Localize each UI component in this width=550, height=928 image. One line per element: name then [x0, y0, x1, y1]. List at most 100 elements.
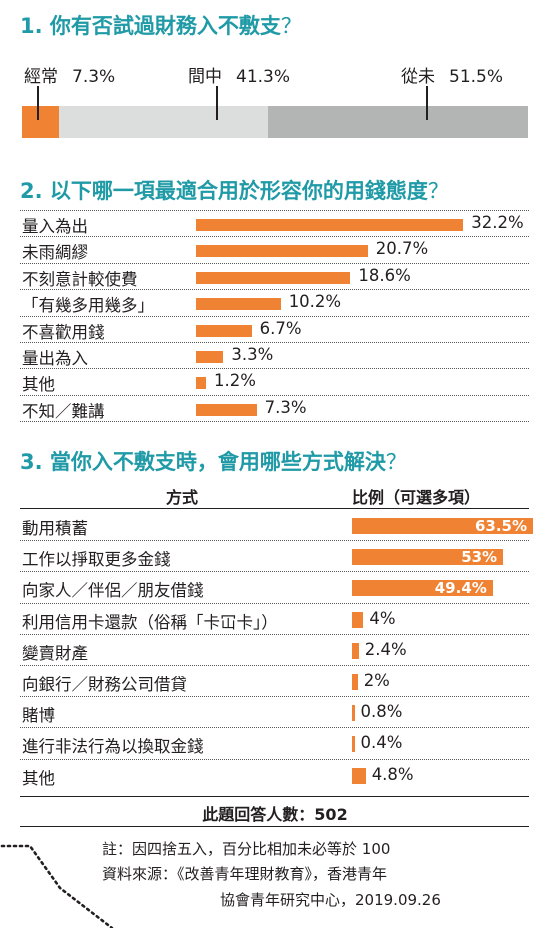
q3-category-label: 變賣財產: [22, 643, 88, 663]
q3-category-label: 向銀行／財務公司借貸: [22, 675, 187, 694]
dotted-pointer-decoration: [0, 844, 114, 928]
q3-rule: [20, 665, 529, 666]
q3-respondents-rule: [20, 826, 529, 827]
q3-value-label: 63.5%: [474, 517, 527, 535]
q2-bar: [196, 271, 351, 284]
q2-category-label: 不知／難講: [22, 401, 105, 421]
q3-rule: [20, 633, 529, 635]
q3-category-label: 向家人／伴侶／朋友借錢: [22, 581, 204, 601]
q3-bar: [352, 705, 355, 722]
q3-value-label: 2%: [363, 671, 390, 690]
q2-category-label: 量入為出: [22, 217, 88, 236]
q3-rule: [20, 727, 529, 729]
q2-value-label: 20.7%: [375, 239, 429, 259]
q3-category-label: 賭博: [22, 706, 55, 726]
q3-bar: [352, 736, 355, 753]
q3-bar: [352, 674, 358, 690]
q2-bar: [196, 219, 464, 231]
q3-rule: [20, 758, 529, 760]
q3-value-label: 2.4%: [364, 639, 407, 659]
q3-value-label: 4%: [369, 608, 396, 628]
q3-rule: [20, 696, 529, 698]
q3-bar: [352, 611, 364, 628]
q3-rule: [20, 602, 529, 604]
q3-bar: [352, 767, 366, 784]
q3-rule: [20, 540, 529, 542]
q3-bottom-rule: [20, 796, 529, 797]
q2-rule: [20, 421, 529, 423]
q2-category-label: 不喜歡用錢: [22, 322, 105, 342]
q2-category-label: 不刻意計較使費: [22, 269, 138, 289]
footnote-source-line2: 協會青年研究中心，2019.09.26: [220, 891, 441, 909]
q2-rule: [20, 236, 529, 238]
q3-category-label: 動用積蓄: [22, 519, 88, 538]
q2-bar: [196, 403, 257, 416]
q3-value-label: 0.8%: [360, 702, 403, 722]
q2-rule: [20, 394, 529, 396]
q3-header-method: 方式: [166, 488, 199, 507]
q2-value-label: 3.3%: [231, 345, 274, 364]
q2-value-label: 1.2%: [214, 371, 256, 391]
q1-value-often: 7.3%: [72, 67, 116, 87]
q1-segment-0: [22, 106, 60, 138]
q3-value-label: 4.8%: [371, 764, 414, 784]
q2-category-label: 未雨綢繆: [22, 243, 88, 263]
q2-rule: [20, 289, 529, 291]
q3-value-label: 49.4%: [434, 579, 487, 598]
q1-category-often: 經常: [24, 67, 58, 87]
q2-category-label: 其他: [22, 375, 55, 395]
q3-value-label: 0.4%: [360, 733, 403, 753]
q1-segment-2: [267, 106, 529, 138]
q2-category-label: 「有幾多用幾多」: [22, 296, 154, 316]
q2-bar: [196, 324, 252, 337]
q2-category-label: 量出為入: [22, 349, 88, 368]
q1-pointer-1: [216, 86, 218, 120]
q2-rule-top: [20, 210, 529, 211]
q1-category-never: 從未: [401, 67, 435, 87]
q1-title-text: 1. 你有否試過財務入不敷支: [20, 14, 281, 38]
q2-rule: [20, 368, 529, 370]
q2-bar: [196, 377, 206, 390]
q2-value-label: 6.7%: [259, 318, 302, 338]
q1-label-sometimes: 間中 41.3%: [188, 62, 290, 87]
q3-title-text: 3. 當你入不敷支時，會用哪些方式解決: [20, 450, 386, 474]
q1-title-qmark: ？: [280, 14, 302, 38]
q3-title: 3. 當你入不敷支時，會用哪些方式解決？: [20, 446, 407, 476]
q1-title: 1. 你有否試過財務入不敷支？: [20, 10, 302, 40]
q2-value-label: 32.2%: [471, 213, 524, 232]
q3-category-label: 其他: [22, 768, 55, 788]
q2-bar: [196, 351, 224, 363]
q3-bar: [352, 642, 359, 659]
q1-pointer-0: [37, 86, 39, 120]
q1-category-sometimes: 間中: [188, 67, 222, 87]
q2-rule: [20, 262, 529, 264]
footnote-note: 註：因四捨五入，百分比相加未必等於 100: [102, 840, 391, 858]
footnote-source-line1: 資料來源：《改善青年理財教育》，香港青年: [102, 865, 388, 883]
q3-category-label: 利用信用卡還款（俗稱「卡冚卡」）: [22, 612, 278, 632]
q3-header-ratio: 比例（可選多項）: [352, 488, 481, 507]
q1-label-never: 從未 51.5%: [401, 62, 503, 87]
q3-respondents: 此題回答人數：502: [202, 805, 348, 824]
q2-value-label: 18.6%: [358, 265, 411, 285]
q3-title-qmark: ？: [385, 450, 407, 474]
q2-title: 2. 以下哪一項最適合用於形容你的用錢態度？: [20, 175, 449, 205]
q3-category-label: 工作以掙取更多金錢: [22, 550, 171, 570]
q1-label-often: 經常 7.3%: [24, 62, 115, 87]
q3-category-label: 進行非法行為以換取金錢: [22, 737, 204, 757]
q3-header-rule: [20, 508, 529, 509]
q2-title-qmark: ？: [427, 179, 449, 203]
q1-segment-1: [58, 106, 269, 138]
q2-rule: [20, 315, 529, 317]
q1-value-never: 51.5%: [449, 67, 504, 87]
q2-bar: [196, 298, 281, 311]
q3-rule: [20, 571, 529, 573]
q3-bar: [352, 549, 504, 566]
q2-bar: [196, 245, 368, 258]
q3-bar: [352, 518, 533, 534]
q2-value-label: 10.2%: [288, 292, 342, 312]
q2-rule: [20, 342, 529, 343]
q1-pointer-2: [426, 86, 428, 120]
q3-bar: [352, 580, 493, 597]
q2-title-text: 2. 以下哪一項最適合用於形容你的用錢態度: [20, 179, 428, 203]
q3-value-label: 53%: [461, 548, 498, 567]
